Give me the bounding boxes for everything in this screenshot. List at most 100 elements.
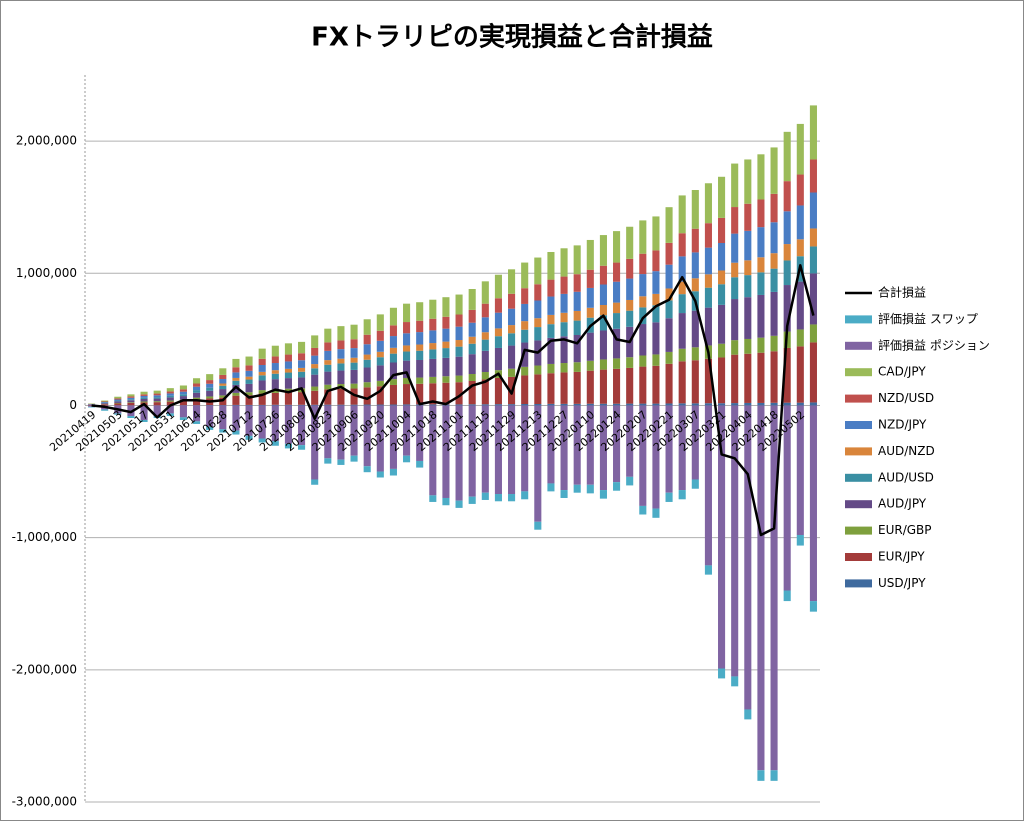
bar <box>521 491 529 500</box>
bar <box>534 327 542 341</box>
bar <box>599 490 607 499</box>
bar <box>232 404 240 406</box>
bar <box>193 399 201 406</box>
bar <box>757 154 765 200</box>
bar <box>586 360 594 371</box>
bar <box>179 391 187 395</box>
bar <box>284 378 292 389</box>
bar <box>232 367 240 373</box>
bar <box>757 272 765 295</box>
bar <box>232 392 240 396</box>
bar <box>639 505 647 515</box>
bar <box>271 389 279 393</box>
bar <box>284 354 292 362</box>
bar <box>193 386 201 391</box>
bar <box>455 356 463 376</box>
bar <box>652 216 660 251</box>
bar <box>639 403 647 406</box>
bar <box>101 401 109 403</box>
bar <box>416 377 424 384</box>
bar <box>652 365 660 404</box>
bar <box>442 348 450 358</box>
bar <box>508 325 516 334</box>
bar <box>232 395 240 405</box>
bar <box>232 384 240 393</box>
bar <box>678 233 686 257</box>
bar <box>429 405 437 496</box>
bar <box>586 269 594 288</box>
bar <box>88 406 96 408</box>
bar <box>298 371 306 378</box>
bar <box>639 296 647 308</box>
bar <box>206 374 214 381</box>
legend-label: AUD/NZD <box>878 444 935 458</box>
bar <box>508 308 516 326</box>
bar <box>731 676 739 687</box>
bar <box>796 346 804 403</box>
bar <box>626 476 634 486</box>
bar <box>744 203 752 231</box>
bar <box>127 402 135 403</box>
bar <box>245 435 253 440</box>
y-tick-label: 2,000,000 <box>16 134 77 148</box>
bar <box>494 328 502 337</box>
bar <box>534 404 542 406</box>
bar <box>613 368 621 404</box>
bar <box>166 388 174 392</box>
bar <box>678 281 686 295</box>
bar <box>704 247 712 275</box>
bar <box>744 159 752 204</box>
bar <box>114 402 122 404</box>
bar <box>783 260 791 286</box>
bar <box>258 404 266 406</box>
legend-label: EUR/GBP <box>878 523 932 537</box>
bar <box>744 275 752 298</box>
bar <box>219 389 227 396</box>
bar <box>652 405 660 509</box>
bar <box>691 278 699 292</box>
bar <box>547 324 555 338</box>
bar <box>455 326 463 341</box>
bar <box>219 385 227 390</box>
bar <box>691 360 699 404</box>
bar <box>140 405 148 420</box>
bar <box>665 288 673 301</box>
bar <box>416 332 424 345</box>
bar <box>455 340 463 347</box>
bar <box>258 365 266 372</box>
bar <box>403 405 411 456</box>
bar <box>508 333 516 346</box>
bar <box>442 382 450 405</box>
bar <box>363 382 371 388</box>
bar <box>796 329 804 347</box>
bar <box>127 400 135 403</box>
bar <box>284 405 292 444</box>
legend-label: AUD/JPY <box>878 497 927 511</box>
bar <box>271 379 279 390</box>
bar <box>350 369 358 384</box>
bar <box>691 403 699 406</box>
bar <box>718 304 726 344</box>
bar <box>547 403 555 406</box>
bar <box>376 471 384 478</box>
bar <box>494 405 502 495</box>
bar <box>639 307 647 325</box>
bar <box>219 405 227 430</box>
bar <box>534 284 542 301</box>
bar <box>193 378 201 384</box>
bar <box>350 324 358 340</box>
bar <box>284 343 292 355</box>
bar <box>783 181 791 212</box>
bar <box>271 363 279 371</box>
bar <box>534 365 542 375</box>
bar <box>258 375 266 381</box>
bar <box>626 310 634 327</box>
bar <box>783 590 791 602</box>
bar <box>245 383 253 393</box>
bar <box>389 347 397 354</box>
bar <box>442 341 450 349</box>
bar <box>809 105 817 160</box>
bar <box>166 401 174 406</box>
bar <box>481 405 489 493</box>
bar <box>311 404 319 406</box>
